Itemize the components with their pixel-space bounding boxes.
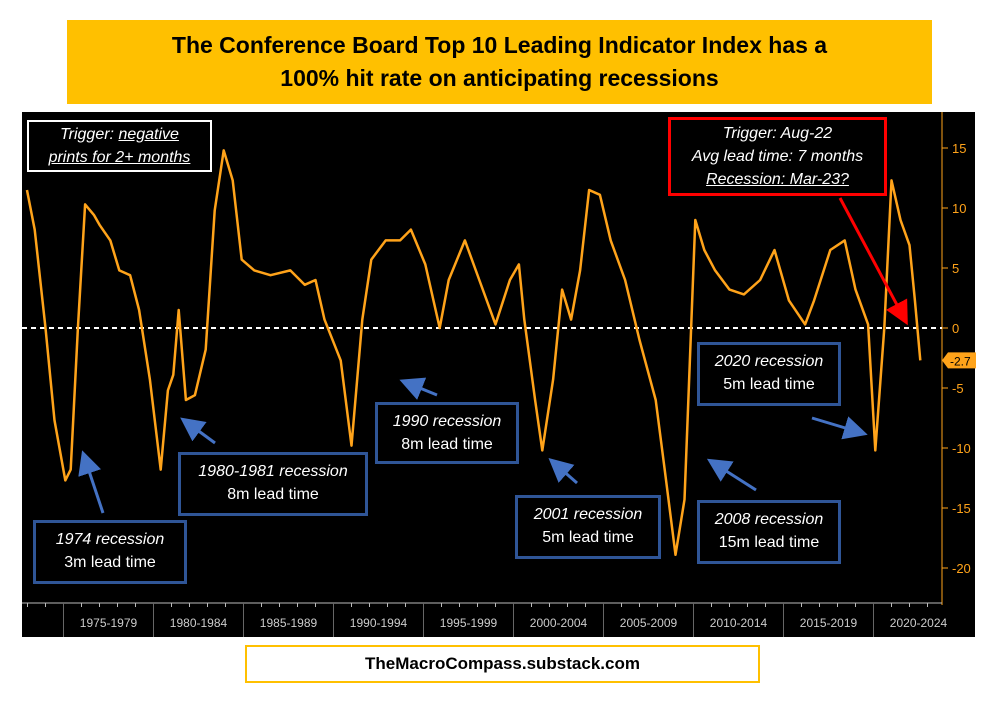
annotation-lead: 8m lead time: [401, 436, 493, 453]
annotation-lead: 8m lead time: [227, 486, 319, 503]
annotation-1974: 1974 recession 3m lead time: [33, 520, 187, 584]
annotation-title: 2020 recession: [714, 353, 824, 370]
blue-arrow: [180, 417, 216, 445]
blue-arrow: [399, 377, 438, 400]
y-tick-label: -15: [952, 501, 971, 516]
x-tick-label: 2005-2009: [620, 616, 678, 630]
trigger-text: Trigger:: [60, 126, 119, 143]
last-value-label: -2.7: [950, 354, 971, 368]
x-tick-label: 1975-1979: [80, 616, 138, 630]
blue-arrow: [706, 458, 757, 492]
annotation-title: 1990 recession: [392, 413, 502, 430]
y-tick-label: 10: [952, 201, 966, 216]
y-tick-label: -5: [952, 381, 964, 396]
x-tick-label: 1980-1984: [170, 616, 228, 630]
y-tick-label: 15: [952, 141, 966, 156]
x-tick-label: 1990-1994: [350, 616, 408, 630]
y-tick-label: -10: [952, 441, 971, 456]
annotation-title: 1974 recession: [55, 531, 165, 548]
annotation-2001: 2001 recession 5m lead time: [515, 495, 661, 559]
annotation-title: 1980-1981 recession: [198, 463, 348, 480]
trigger-box: Trigger: negative prints for 2+ months: [27, 120, 212, 172]
annotation-lead: 5m lead time: [542, 529, 634, 546]
trigger-underlined: negative: [118, 126, 179, 143]
annotation-title: 2008 recession: [714, 511, 824, 528]
forecast-box: Trigger: Aug-22 Avg lead time: 7 months …: [668, 117, 887, 196]
x-tick-label: 2015-2019: [800, 616, 858, 630]
x-tick-label: 2010-2014: [710, 616, 768, 630]
annotation-lead: 5m lead time: [723, 376, 815, 393]
x-tick-label: 1995-1999: [440, 616, 498, 630]
annotation-lead: 15m lead time: [718, 534, 820, 551]
source-footer: TheMacroCompass.substack.com: [245, 645, 760, 683]
forecast-trigger: Trigger: Aug-22: [722, 125, 833, 142]
annotation-title: 2001 recession: [533, 506, 643, 523]
x-tick-label: 1985-1989: [260, 616, 318, 630]
y-tick-label: -20: [952, 561, 971, 576]
leading-index-line: [25, 149, 922, 557]
forecast-lead: Avg lead time: 7 months: [691, 148, 864, 165]
forecast-recession: Recession: Mar-23?: [706, 171, 849, 188]
y-tick-label: 5: [952, 261, 959, 276]
annotation-1990: 1990 recession 8m lead time: [375, 402, 519, 464]
chart-title: The Conference Board Top 10 Leading Indi…: [67, 20, 932, 104]
blue-arrow: [548, 458, 578, 485]
trigger-line2: prints for 2+ months: [48, 149, 191, 166]
blue-arrow: [811, 416, 868, 440]
x-tick-label: 2000-2004: [530, 616, 588, 630]
y-tick-label: 0: [952, 321, 959, 336]
red-arrow: [838, 197, 908, 326]
annotation-2008: 2008 recession 15m lead time: [697, 500, 841, 564]
annotation-2020: 2020 recession 5m lead time: [697, 342, 841, 406]
annotation-1980: 1980-1981 recession 8m lead time: [178, 452, 368, 516]
annotation-lead: 3m lead time: [64, 554, 156, 571]
blue-arrow: [78, 450, 105, 514]
last-value-tag: [942, 352, 976, 369]
x-tick-label: 2020-2024: [890, 616, 948, 630]
